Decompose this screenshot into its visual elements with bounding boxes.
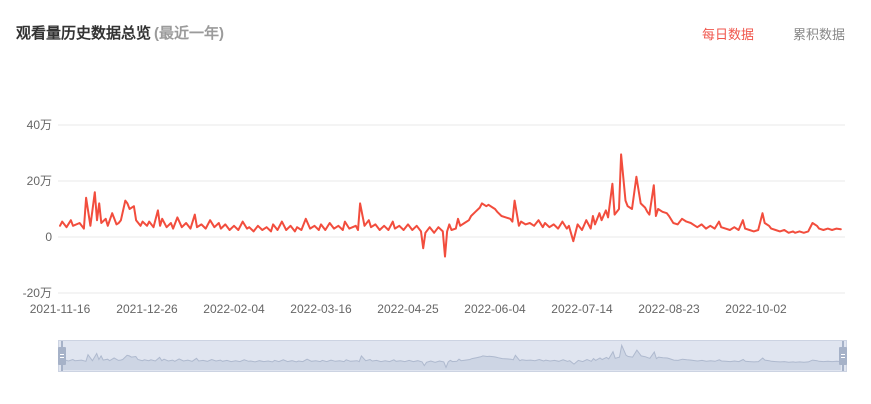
x-tick-label: 2022-06-04: [464, 302, 526, 316]
x-tick-label: 2022-04-25: [377, 302, 439, 316]
x-tick-label: 2022-10-02: [725, 302, 787, 316]
tab-cumulative-data[interactable]: 累积数据: [792, 27, 845, 42]
page-title: 观看量历史数据总览 (最近一年): [16, 22, 224, 43]
datazoom-mini-chart: [61, 343, 841, 370]
x-tick-label: 2022-08-23: [638, 302, 700, 316]
datazoom-slider[interactable]: [58, 340, 847, 372]
tab-daily-data[interactable]: 每日数据: [701, 27, 754, 42]
x-tick-label: 2021-12-26: [116, 302, 178, 316]
line-chart[interactable]: [0, 100, 871, 340]
y-tick-label: -20万: [22, 286, 52, 300]
x-tick-label: 2021-11-16: [29, 302, 91, 316]
daily-views-line: [59, 153, 842, 258]
datazoom-left-handle-icon[interactable]: [58, 347, 66, 365]
data-mode-tabs: 每日数据 累积数据: [702, 24, 845, 43]
page-title-text: 观看量历史数据总览: [16, 25, 152, 42]
datazoom-right-handle-icon[interactable]: [839, 347, 847, 365]
x-tick-label: 2022-03-16: [290, 302, 352, 316]
x-tick-label: 2022-07-14: [551, 302, 613, 316]
y-tick-label: 0: [45, 230, 52, 244]
datazoom-line: [61, 343, 841, 369]
datazoom-area: [62, 345, 841, 370]
y-tick-label: 20万: [26, 174, 52, 188]
y-tick-label: 40万: [26, 118, 52, 132]
page-subtitle: (最近一年): [154, 25, 225, 42]
x-tick-label: 2022-02-04: [203, 302, 265, 316]
